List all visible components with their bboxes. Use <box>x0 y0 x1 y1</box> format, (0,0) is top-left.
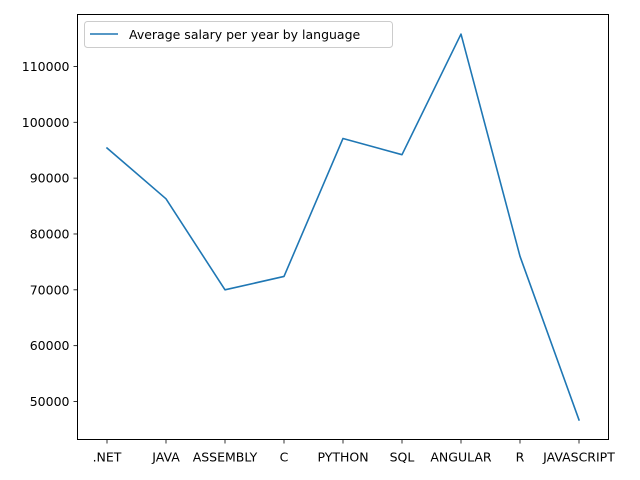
y-tick-label: 100000 <box>22 115 70 130</box>
x-tick-label: R <box>516 450 525 465</box>
legend-label: Average salary per year by language <box>129 27 361 42</box>
y-tick-label: 50000 <box>30 394 70 409</box>
y-tick-label: 70000 <box>30 282 70 297</box>
y-tick-label: 60000 <box>30 338 70 353</box>
legend: Average salary per year by language <box>84 21 393 48</box>
legend-box <box>84 21 393 48</box>
x-tick-label: PYTHON <box>317 450 368 465</box>
y-tick-label: 90000 <box>30 171 70 186</box>
x-tick-label: ASSEMBLY <box>193 450 258 465</box>
x-tick-label: JAVA <box>151 450 180 465</box>
axes-frame <box>77 14 609 440</box>
x-tick-label: JAVASCRIPT <box>542 450 615 465</box>
y-axis: 50000 60000 70000 80000 90000 100000 110000 <box>22 59 78 409</box>
x-axis: .NET JAVA ASSEMBLY C PYTHON SQL ANGULAR R JAVASC… <box>93 439 615 465</box>
plot-area <box>105 33 581 421</box>
x-tick-label: SQL <box>390 450 415 465</box>
x-tick-label: C <box>280 450 289 465</box>
y-tick-label: 80000 <box>30 226 70 241</box>
series-line-average-salary <box>105 33 581 421</box>
x-tick-label: .NET <box>93 450 122 465</box>
y-tick-label: 110000 <box>22 59 70 74</box>
x-tick-label: ANGULAR <box>430 450 492 465</box>
